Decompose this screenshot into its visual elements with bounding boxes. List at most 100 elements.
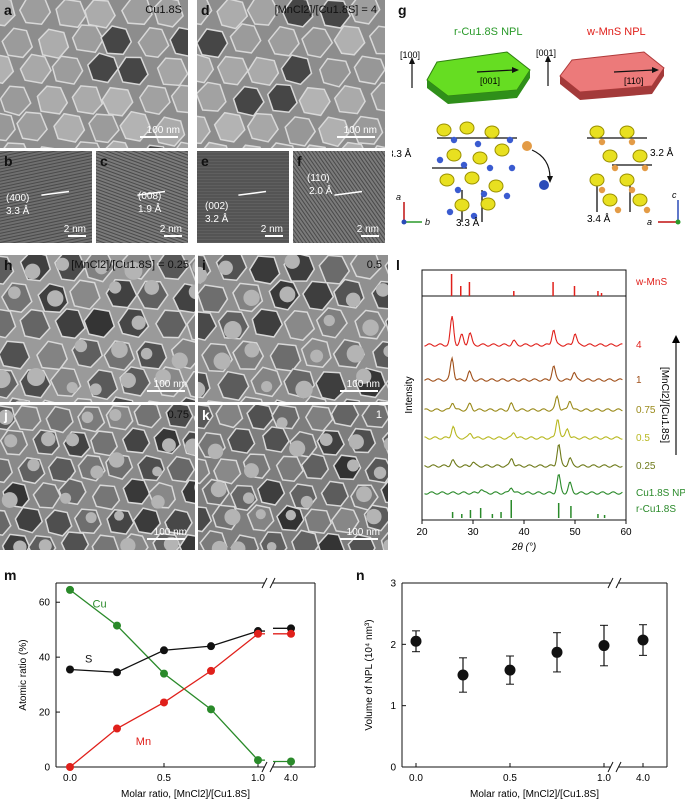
plane-label: (110) bbox=[307, 173, 330, 184]
fringe bbox=[0, 221, 92, 243]
fringe bbox=[293, 153, 351, 243]
fringe bbox=[304, 151, 385, 243]
atomic-ratio-plot: 0 20 40 60 0.0 0.5 1.0 4.0 Molar ratio, [MnCl2]/… bbox=[18, 577, 316, 800]
xrd-trace-label: 4 bbox=[636, 340, 642, 351]
x-tick-label: 40 bbox=[518, 527, 530, 538]
nanoplatelet bbox=[380, 480, 388, 504]
nanoplatelet bbox=[42, 399, 55, 402]
panel-c-hrtem: c (008) 1.9 Å 2 nm bbox=[96, 151, 188, 243]
xrd-trace-label: 0.75 bbox=[636, 405, 656, 416]
etched-region bbox=[27, 458, 40, 472]
fringe bbox=[96, 180, 188, 241]
nanoplatelet bbox=[330, 405, 360, 428]
fringe bbox=[293, 151, 385, 243]
nanoplatelet bbox=[318, 255, 351, 285]
sulfur-atom bbox=[464, 171, 480, 185]
data-point bbox=[113, 724, 121, 733]
nanoplatelet bbox=[353, 55, 385, 85]
etched-region bbox=[244, 342, 260, 358]
sulfur-atom bbox=[589, 125, 605, 139]
fringe bbox=[0, 192, 92, 230]
scale-bar bbox=[140, 136, 178, 138]
x-axis-label: Molar ratio, [MnCl2]/[Cu1.8S] bbox=[121, 789, 250, 800]
data-point bbox=[160, 669, 168, 678]
fringe bbox=[0, 171, 92, 209]
plane-label: (400) bbox=[6, 193, 30, 204]
fringe bbox=[0, 206, 92, 243]
scale-bar bbox=[68, 235, 86, 237]
data-point bbox=[254, 629, 262, 638]
fringe bbox=[0, 224, 92, 243]
nanoplatelet bbox=[37, 28, 70, 60]
y-tick-label: 40 bbox=[39, 653, 51, 664]
copper-atom bbox=[474, 140, 482, 148]
etched-region bbox=[243, 492, 255, 504]
etched-region bbox=[213, 352, 231, 370]
etched-region bbox=[376, 283, 388, 297]
copper-atom bbox=[450, 136, 458, 144]
etched-region bbox=[15, 399, 28, 402]
cu-ion bbox=[539, 180, 549, 190]
mn-ion bbox=[522, 141, 532, 151]
sulfur-atom bbox=[484, 125, 500, 139]
measure-line bbox=[137, 190, 166, 196]
fringe bbox=[96, 185, 188, 243]
fringe bbox=[331, 151, 385, 238]
right-title: w-MnS NPL bbox=[586, 26, 646, 38]
nanoplatelet bbox=[375, 398, 388, 402]
panel-label-g: g bbox=[398, 2, 407, 18]
fringe bbox=[0, 157, 92, 194]
etched-region bbox=[255, 509, 266, 520]
nanoplatelet bbox=[18, 0, 52, 25]
x-axis-label: Molar ratio, [MnCl2]/[Cu1.8S] bbox=[470, 789, 599, 800]
etched-region bbox=[161, 438, 176, 453]
nanoplatelet bbox=[111, 396, 134, 402]
panel-h-tag: [MnCl2]/[Cu1.8S] = 0.25 bbox=[71, 259, 189, 271]
axis-break-mark bbox=[269, 577, 276, 589]
fringe bbox=[96, 154, 188, 215]
arrow-head bbox=[547, 176, 553, 183]
d-spacing-label: 2.0 Å bbox=[309, 186, 333, 197]
d-spacing-label: 3.2 Å bbox=[205, 214, 229, 225]
etched-region bbox=[4, 434, 18, 448]
nanoplatelet bbox=[198, 284, 229, 314]
measure-line bbox=[41, 190, 70, 196]
fringe bbox=[0, 218, 92, 243]
etched-region bbox=[198, 266, 208, 284]
etched-region bbox=[378, 401, 385, 402]
copper-atom bbox=[470, 212, 478, 220]
nanoplatelet bbox=[269, 343, 302, 372]
panel-label-f: f bbox=[297, 153, 302, 169]
panel-label-j: j bbox=[4, 407, 8, 423]
nanoplatelet bbox=[298, 86, 331, 117]
etched-region bbox=[347, 459, 360, 472]
fringe bbox=[0, 151, 92, 183]
mns-crystal-structure bbox=[587, 125, 652, 214]
axis-break-mark bbox=[607, 577, 614, 589]
nanoplatelets-texture bbox=[197, 0, 385, 148]
nanoplatelets-texture bbox=[0, 0, 188, 148]
nanoplatelet bbox=[384, 261, 388, 275]
etched-region bbox=[65, 433, 80, 447]
etched-region bbox=[114, 510, 125, 521]
etched-region bbox=[120, 372, 136, 388]
d-spacing-label: 3.3 Å bbox=[6, 206, 30, 217]
etched-region bbox=[41, 431, 56, 447]
nanoplatelet bbox=[36, 85, 69, 115]
nanoplatelet bbox=[16, 111, 48, 142]
etched-region bbox=[300, 495, 313, 509]
y-tick-label: 2 bbox=[390, 640, 396, 651]
fringe bbox=[96, 202, 188, 243]
nanoplatelet bbox=[213, 111, 246, 143]
panel-a-tag: Cu1.8S bbox=[145, 4, 182, 16]
manganese-atom bbox=[643, 206, 651, 214]
xrd-trace-label: 0.25 bbox=[636, 461, 656, 472]
nanoplatelet bbox=[88, 113, 120, 144]
panel-l-xrd: l 20 30 40 50 60 2θ (°) Intensity w-MnS r-Cu1.8S… bbox=[392, 255, 685, 555]
fringe-lines bbox=[197, 151, 289, 242]
arrow-head bbox=[672, 335, 680, 343]
npl-volume-plot: 0 1 2 3 0.0 0.5 1.0 4.0 Molar ratio, [MnCl2]/[Cu… bbox=[364, 577, 668, 800]
data-point bbox=[637, 634, 649, 646]
nanoplatelet bbox=[197, 53, 215, 84]
nanoplatelet bbox=[53, 112, 86, 143]
